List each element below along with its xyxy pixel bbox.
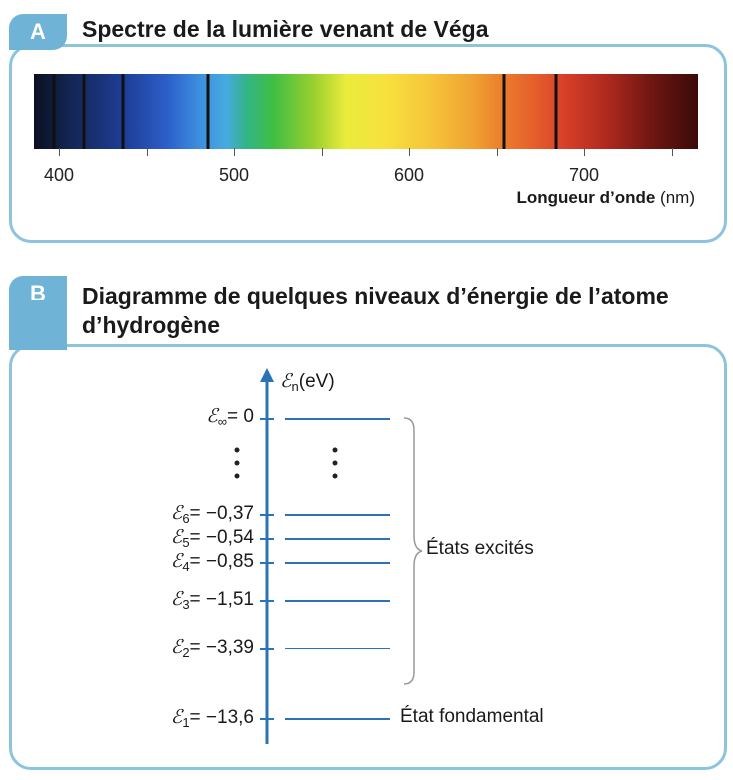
axis-tick xyxy=(497,148,498,156)
level-line-2 xyxy=(285,648,390,649)
excited-states-label: États excités xyxy=(426,538,534,559)
level-label-2: ℰ2= −3,39 xyxy=(170,636,254,660)
axis-tick xyxy=(409,148,410,156)
wavelength-axis-label: Longueur d’onde (nm) xyxy=(516,188,695,208)
energy-axis xyxy=(260,368,274,744)
axis-tick xyxy=(260,718,274,720)
level-line-5 xyxy=(285,538,390,540)
level-label-inf: ℰ∞= 0 xyxy=(206,405,254,429)
section-b-title: Diagramme de quelques niveaux d’énergie … xyxy=(82,282,669,340)
tick-label-600: 600 xyxy=(393,165,425,185)
tick-label-500: 500 xyxy=(218,165,250,185)
spectrum-bar xyxy=(34,74,698,149)
level-label-4: ℰ4= −0,85 xyxy=(170,550,254,574)
axis-unit: (nm) xyxy=(660,188,695,207)
level-label-5: ℰ5= −0,54 xyxy=(170,526,254,550)
axis-tick xyxy=(59,148,60,156)
level-line-3 xyxy=(285,600,390,602)
ellipsis-dots-right xyxy=(332,447,338,479)
axis-tick xyxy=(260,514,274,516)
absorption-lines xyxy=(52,74,558,149)
ellipsis-dots-left xyxy=(234,447,240,479)
axis-tick xyxy=(234,148,235,156)
level-line-1 xyxy=(285,718,390,720)
section-a-tab: A xyxy=(9,14,67,50)
axis-tick xyxy=(322,148,323,156)
section-a-title: Spectre de la lumière venant de Véga xyxy=(82,16,489,42)
tab-connector xyxy=(9,300,67,350)
axis-tick xyxy=(260,418,274,420)
level-line-inf xyxy=(285,418,390,420)
axis-tick xyxy=(672,148,673,156)
axis-tick xyxy=(260,648,274,650)
level-line-4 xyxy=(285,562,390,564)
energy-panel xyxy=(9,344,727,770)
axis-tick xyxy=(260,562,274,564)
level-label-1: ℰ1= −13,6 xyxy=(170,706,254,730)
energy-axis-label: ℰn(eV) xyxy=(280,370,335,394)
axis-tick xyxy=(260,538,274,540)
level-label-3: ℰ3= −1,51 xyxy=(170,588,254,612)
section-b-title-line1: Diagramme de quelques niveaux d’énergie … xyxy=(82,283,669,309)
ground-state-label: État fondamental xyxy=(400,706,544,727)
axis-tick xyxy=(147,148,148,156)
axis-tick xyxy=(260,600,274,602)
axis-tick xyxy=(584,148,585,156)
tick-label-700: 700 xyxy=(568,165,600,185)
section-b-title-line2: d’hydrogène xyxy=(82,312,221,338)
axis-label-text: Longueur d’onde xyxy=(516,188,656,207)
tick-label-400: 400 xyxy=(43,165,75,185)
excited-states-brace xyxy=(403,417,423,685)
level-line-6 xyxy=(285,514,390,516)
level-label-6: ℰ6= −0,37 xyxy=(170,502,254,526)
